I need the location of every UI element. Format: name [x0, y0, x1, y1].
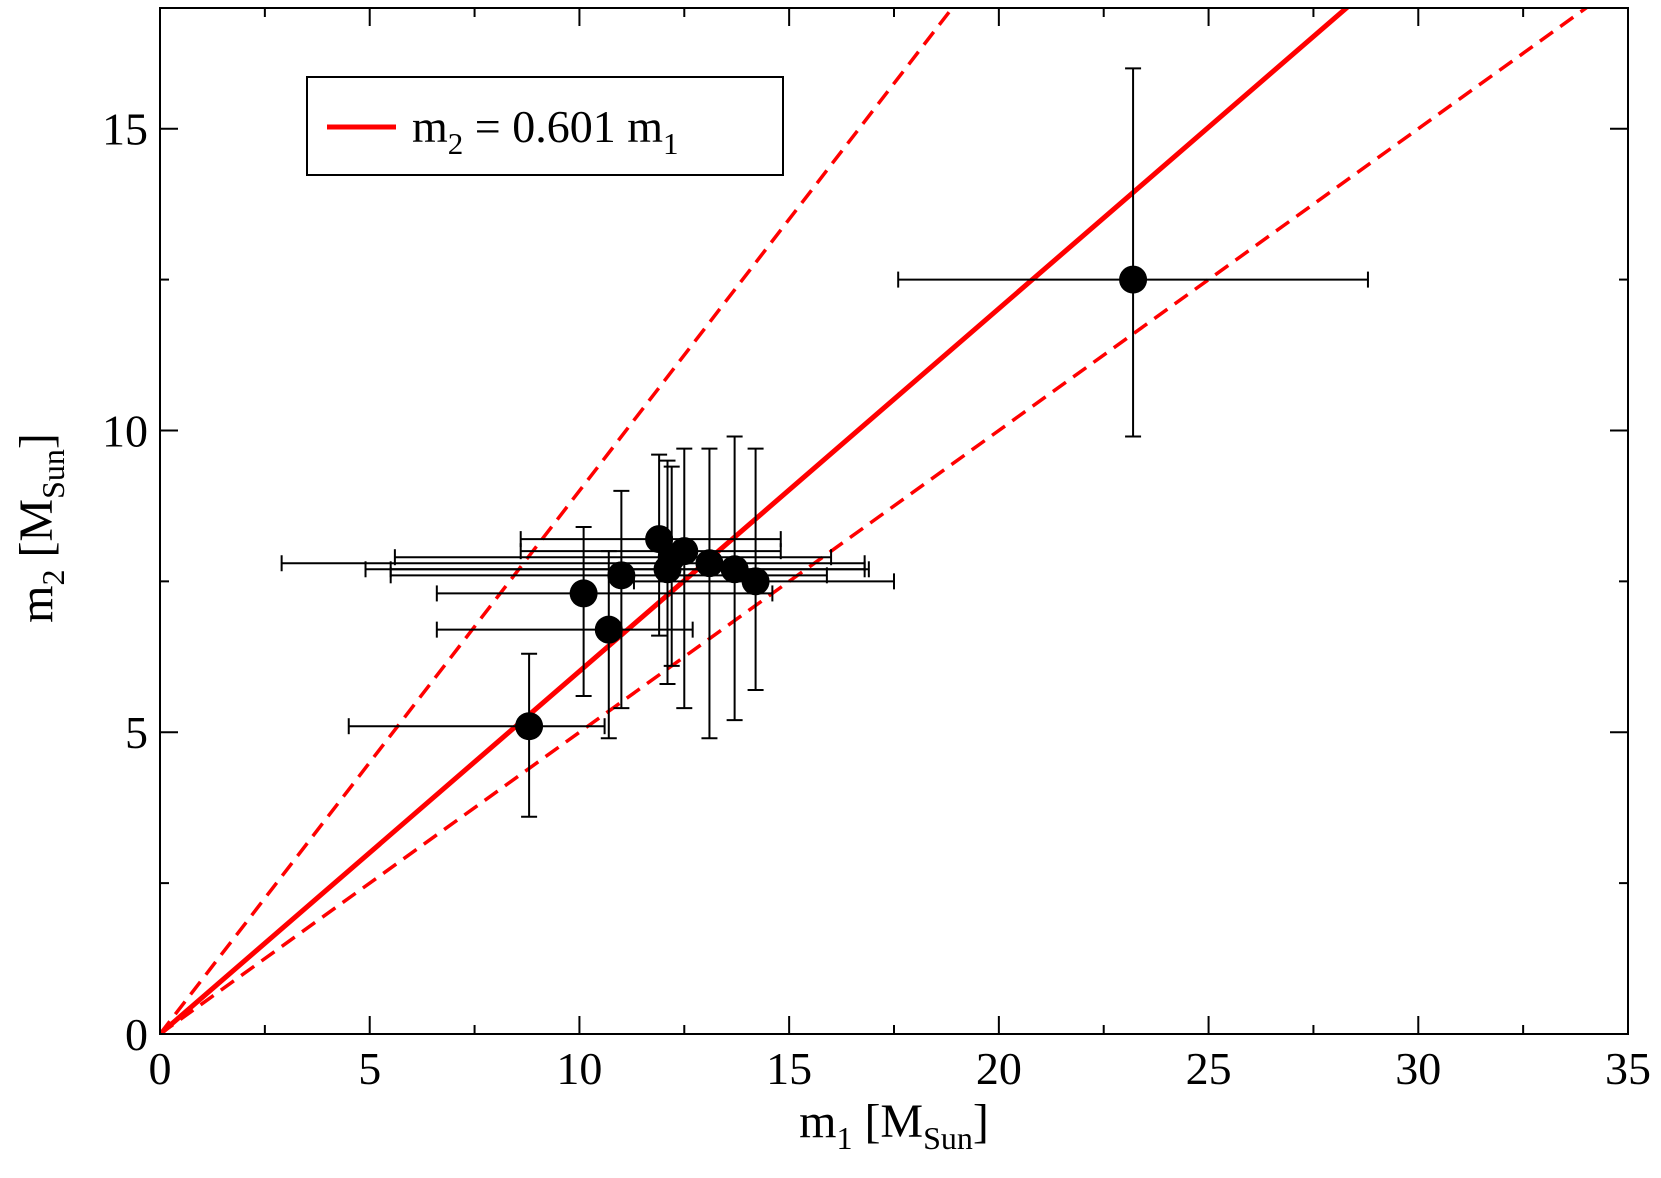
axis-ticks: 0 5 10 15 20 25 30 35 0 5 10 15 [102, 8, 1651, 1094]
legend-label-fit: m2 = 0.601 m1 [412, 101, 679, 161]
legend: m2 = 0.601 m1 [306, 76, 784, 176]
data-point-3 [435, 550, 694, 740]
data-point-11 [632, 447, 895, 691]
bound-line-2 [160, 8, 1590, 1034]
x-tick-label: 35 [1605, 1043, 1651, 1094]
data-marker [594, 615, 623, 644]
x-axis-title: m1 [MSun] [799, 1095, 989, 1156]
data-marker [607, 561, 636, 590]
x-tick-label: 30 [1395, 1043, 1441, 1094]
data-marker [1119, 265, 1148, 294]
y-tick-label: 10 [102, 405, 148, 456]
fit-line [160, 8, 1351, 1034]
y-axis-title: m2 [MSun] [10, 433, 71, 623]
data-point-12 [897, 67, 1369, 438]
x-tick-label: 15 [766, 1043, 812, 1094]
data-marker [515, 712, 544, 741]
y-tick-label: 0 [125, 1009, 148, 1060]
y-tick-label: 5 [125, 707, 148, 758]
data-marker [695, 549, 724, 578]
x-tick-label: 10 [556, 1043, 602, 1094]
reference-lines [160, 8, 1590, 1034]
x-tick-label: 5 [358, 1043, 381, 1094]
data-point-9 [280, 447, 866, 740]
data-point-2 [435, 526, 774, 698]
y-tick-label: 15 [102, 104, 148, 155]
x-tick-label: 20 [976, 1043, 1022, 1094]
data-marker [720, 555, 749, 584]
bound-line-1 [160, 8, 955, 1034]
data-points [280, 67, 1369, 818]
data-point-1 [347, 652, 606, 818]
data-marker [670, 537, 699, 566]
x-tick-label: 0 [149, 1043, 172, 1094]
data-point-10 [389, 435, 870, 722]
x-tick-label: 25 [1186, 1043, 1232, 1094]
data-point-8 [519, 447, 782, 710]
data-marker [741, 567, 770, 596]
data-marker [569, 579, 598, 608]
